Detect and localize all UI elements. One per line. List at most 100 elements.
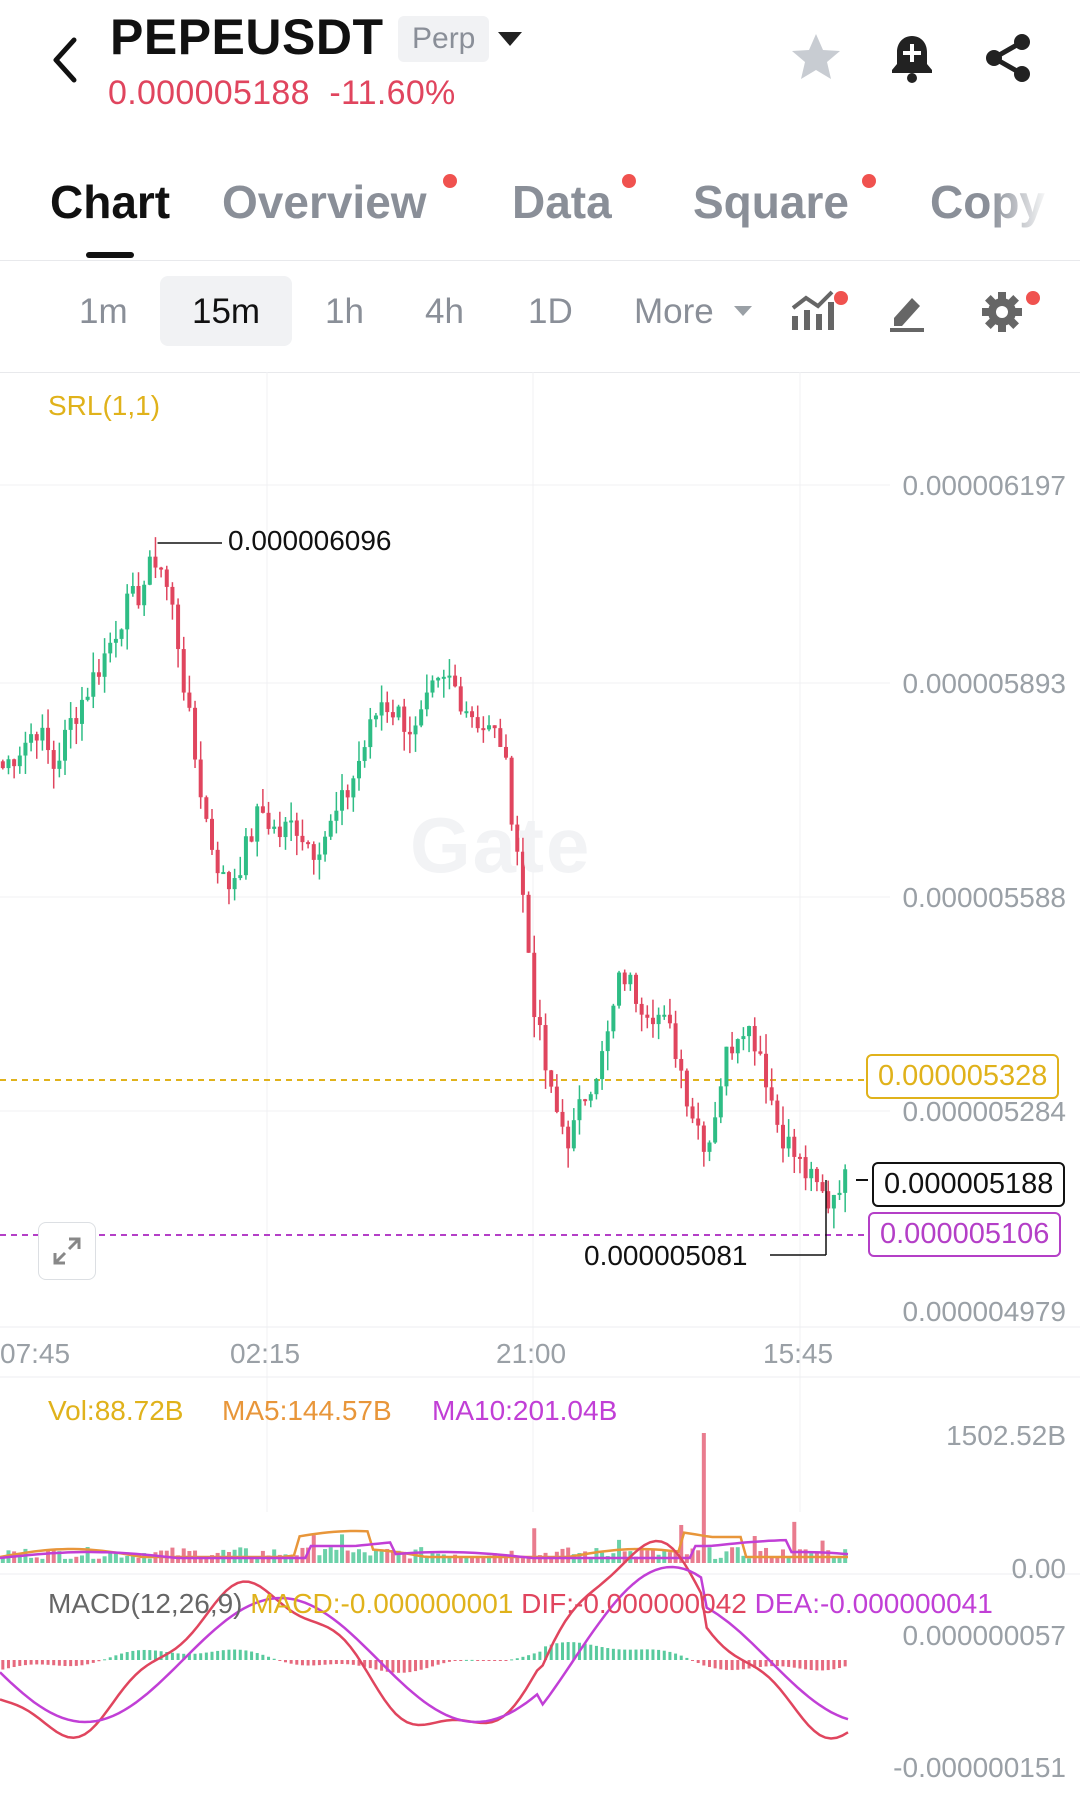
square-notification-dot — [862, 174, 876, 188]
macd-histogram-bar — [549, 1644, 553, 1660]
macd-histogram-bar — [391, 1660, 395, 1673]
candle-body — [193, 707, 198, 760]
volume-bar — [40, 1558, 45, 1563]
macd-histogram-bar — [40, 1660, 44, 1665]
tab-overview[interactable]: Overview — [222, 176, 427, 228]
volume-bar — [464, 1556, 469, 1563]
volume-bar — [130, 1553, 135, 1563]
macd-histogram-bar — [165, 1651, 169, 1660]
interval-1d[interactable]: 1D — [528, 292, 573, 331]
candle-body — [639, 1003, 644, 1015]
volume-bar — [487, 1555, 492, 1563]
volume-bar — [198, 1558, 203, 1563]
share-icon[interactable] — [980, 30, 1036, 86]
macd-histogram-bar — [623, 1649, 627, 1660]
vol-axis-bottom: 0.00 — [1011, 1553, 1067, 1584]
tab-data[interactable]: Data — [512, 176, 612, 228]
macd-histogram-bar — [142, 1649, 146, 1660]
candle-body — [718, 1086, 723, 1118]
macd-histogram-bar — [397, 1660, 401, 1673]
volume-bar — [136, 1557, 141, 1563]
interval-1m[interactable]: 1m — [79, 292, 128, 331]
symbol-dropdown-icon[interactable] — [498, 32, 522, 46]
fullscreen-button[interactable] — [38, 1222, 96, 1280]
candle-body — [57, 760, 62, 769]
macd-histogram-bar — [182, 1653, 186, 1660]
macd-histogram-bar — [493, 1660, 497, 1661]
volume-bar — [379, 1549, 384, 1563]
macd-histogram-bar — [515, 1658, 519, 1660]
volume-bar — [249, 1556, 254, 1563]
interval-15m[interactable]: 15m — [192, 292, 261, 331]
macd-histogram-bar — [730, 1660, 734, 1671]
srl-indicator-label: SRL(1,1) — [48, 390, 161, 421]
macd-histogram-bar — [408, 1660, 412, 1673]
candle-body — [85, 696, 90, 700]
volume-bar — [475, 1557, 480, 1563]
indicators-icon[interactable] — [790, 290, 836, 332]
volume-bar — [300, 1547, 305, 1563]
candle-body — [176, 604, 181, 650]
settings-icon[interactable] — [980, 290, 1024, 334]
macd-histogram-bar — [385, 1660, 389, 1672]
candle-body — [385, 702, 390, 713]
macd-histogram-bar — [340, 1660, 344, 1665]
candle-body — [407, 731, 412, 735]
candle-body — [560, 1111, 565, 1127]
volume-bar — [51, 1548, 56, 1563]
candle-body — [470, 711, 475, 718]
macd-histogram-bar — [233, 1649, 237, 1660]
macd-value: MACD:-0.000000001 — [250, 1588, 514, 1619]
star-icon[interactable] — [788, 30, 844, 86]
interval-1h[interactable]: 1h — [325, 292, 364, 331]
symbol-title[interactable]: PEPEUSDT — [110, 9, 384, 65]
candle-body — [780, 1124, 785, 1149]
candle-body — [351, 778, 356, 798]
bell-add-icon[interactable] — [884, 30, 940, 86]
candle-body — [447, 675, 452, 678]
volume-bar — [390, 1550, 395, 1563]
macd-histogram-bar — [374, 1660, 378, 1670]
macd-histogram-bar — [278, 1660, 282, 1661]
back-icon[interactable] — [44, 30, 84, 90]
macd-histogram-bar — [719, 1660, 723, 1670]
volume-bar — [113, 1551, 118, 1563]
candle-body — [0, 761, 5, 769]
macd-histogram-bar — [414, 1660, 418, 1672]
interval-more[interactable]: More — [634, 292, 714, 331]
macd-histogram-bar — [600, 1647, 604, 1660]
chart-canvas[interactable] — [0, 372, 1080, 1803]
candle-body — [147, 556, 152, 585]
volume-bar — [453, 1554, 458, 1563]
macd-histogram-bar — [702, 1660, 706, 1666]
draw-icon[interactable] — [886, 290, 928, 332]
candle-body — [317, 854, 322, 860]
candle-body — [249, 836, 254, 842]
candle-body — [741, 1036, 746, 1040]
candle-body — [170, 586, 175, 605]
candle-body — [600, 1051, 605, 1080]
candle-body — [356, 760, 361, 779]
macd-histogram-bar — [97, 1660, 101, 1662]
candle-body — [260, 806, 265, 813]
interval-4h[interactable]: 4h — [425, 292, 464, 331]
macd-histogram-bar — [566, 1642, 570, 1660]
volume-bar — [831, 1557, 836, 1563]
candle-body — [679, 1058, 684, 1071]
candle-body — [645, 1014, 650, 1018]
candle-body — [594, 1079, 599, 1095]
macd-histogram-bar — [532, 1653, 536, 1660]
macd-histogram-bar — [289, 1660, 293, 1664]
candle-body — [543, 1025, 548, 1071]
candle-body — [826, 1191, 831, 1209]
candle-body — [379, 702, 384, 716]
tab-square[interactable]: Square — [693, 176, 849, 228]
candle-body — [701, 1125, 706, 1152]
macd-histogram-bar — [6, 1660, 10, 1669]
macd-histogram-bar — [521, 1656, 525, 1660]
tab-chart[interactable]: Chart — [50, 176, 171, 228]
volume-bar — [503, 1557, 508, 1563]
macd-histogram-bar — [504, 1660, 508, 1661]
macd-histogram-bar — [323, 1660, 327, 1665]
current-price-tag[interactable]: 0.000005188 — [872, 1162, 1066, 1207]
